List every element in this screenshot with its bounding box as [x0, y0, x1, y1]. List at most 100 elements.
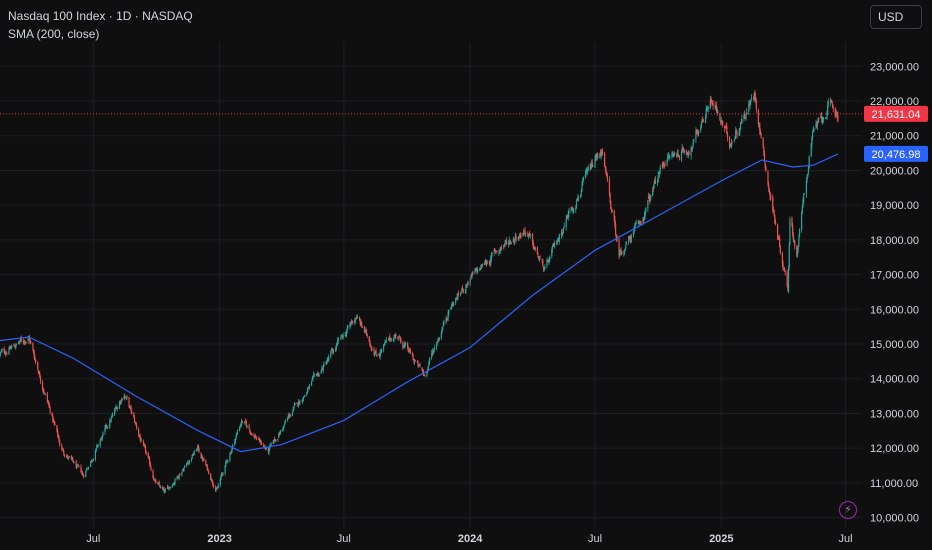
candle-body [350, 322, 352, 324]
candle-body [48, 403, 50, 405]
candle-body [461, 287, 464, 291]
candle-body [131, 412, 133, 413]
candle-body [628, 237, 630, 243]
candle-body [70, 455, 72, 460]
candle-body [9, 348, 11, 349]
candle-body [582, 180, 584, 186]
candle-body [798, 229, 801, 238]
candle-body [639, 221, 641, 223]
y-tick-label: 23,000.00 [870, 61, 919, 73]
candle-body [667, 156, 669, 160]
candle-body [327, 359, 329, 361]
candle-body [378, 354, 381, 356]
candle-body [302, 400, 304, 402]
candle-body [186, 463, 188, 467]
lightning-icon[interactable]: ⚡ [839, 501, 857, 519]
candle-body [763, 153, 766, 163]
candle-body [407, 348, 409, 352]
candle-body [195, 450, 197, 452]
candle-body [181, 471, 183, 476]
candle-body [258, 438, 260, 440]
candle-body [811, 138, 813, 145]
candle-body [475, 268, 477, 270]
candle-body [489, 262, 491, 265]
sma-line [0, 153, 839, 453]
candle-body [477, 269, 479, 273]
candle-body [72, 460, 75, 463]
candle-body [332, 350, 335, 353]
candle-body [687, 152, 689, 155]
candle-body [87, 466, 90, 469]
candle-body [66, 456, 68, 458]
candle-body [595, 156, 597, 159]
candle-body [239, 425, 241, 427]
candle-body [769, 191, 771, 197]
candle-body [188, 462, 190, 464]
candle-body [831, 104, 834, 106]
candle-body [249, 429, 251, 432]
candle-body [34, 357, 36, 360]
candle-body [51, 412, 53, 417]
candle-body [227, 460, 229, 462]
candle-body [453, 303, 455, 306]
candle-body [162, 488, 164, 490]
candle-body [177, 476, 180, 479]
candle-body [457, 293, 460, 295]
candle-body [774, 222, 777, 224]
candle-body [197, 445, 199, 450]
candle-body [6, 353, 8, 355]
candle-body [224, 465, 226, 474]
candle-body [164, 491, 166, 493]
candle-body [398, 337, 400, 340]
candle-body [235, 435, 237, 439]
candle-body [774, 215, 776, 224]
candle-body [395, 334, 397, 336]
candle-body [389, 338, 392, 341]
candle-body [551, 246, 554, 250]
candle-body [466, 284, 468, 286]
candle-body [321, 367, 324, 370]
candle-body [539, 258, 541, 259]
candle-body [668, 156, 670, 158]
candle-body [150, 467, 152, 471]
candle-body [159, 486, 162, 488]
candle-body [438, 337, 440, 341]
candle-body [566, 216, 569, 219]
candle-body [788, 245, 790, 267]
candle-body [630, 238, 632, 242]
candle-body [505, 240, 507, 242]
x-tick-label: 2025 [709, 533, 733, 545]
candle-body [152, 470, 154, 478]
grid-lines [0, 42, 862, 528]
candle-body [816, 123, 818, 126]
candle-body [119, 401, 121, 405]
candle-body [376, 354, 378, 357]
candle-body [664, 164, 666, 166]
candle-body [620, 250, 622, 252]
chart-title[interactable]: Nasdaq 100 Index · 1D · NASDAQ [8, 9, 193, 23]
candle-body [592, 166, 594, 168]
candle-body [226, 461, 228, 462]
candle-body [494, 250, 497, 252]
candle-body [279, 431, 281, 435]
candle-body [392, 340, 394, 342]
candle-body [293, 406, 295, 410]
candle-body [514, 235, 517, 241]
candle-body [680, 151, 683, 161]
candle-body [339, 338, 342, 339]
candle-body [621, 251, 623, 254]
currency-button[interactable]: USD [870, 5, 922, 29]
candle-body [138, 428, 140, 435]
candle-body [96, 445, 98, 448]
candle-body [205, 460, 207, 466]
candle-body [56, 425, 58, 431]
candle-body [174, 479, 176, 484]
candle-body [536, 247, 538, 255]
candle-body [722, 122, 724, 125]
candle-body [105, 424, 107, 427]
indicator-legend[interactable]: SMA (200, close) [8, 27, 100, 41]
candle-body [349, 323, 351, 328]
candle-body [8, 348, 10, 355]
candle-body [360, 322, 362, 325]
